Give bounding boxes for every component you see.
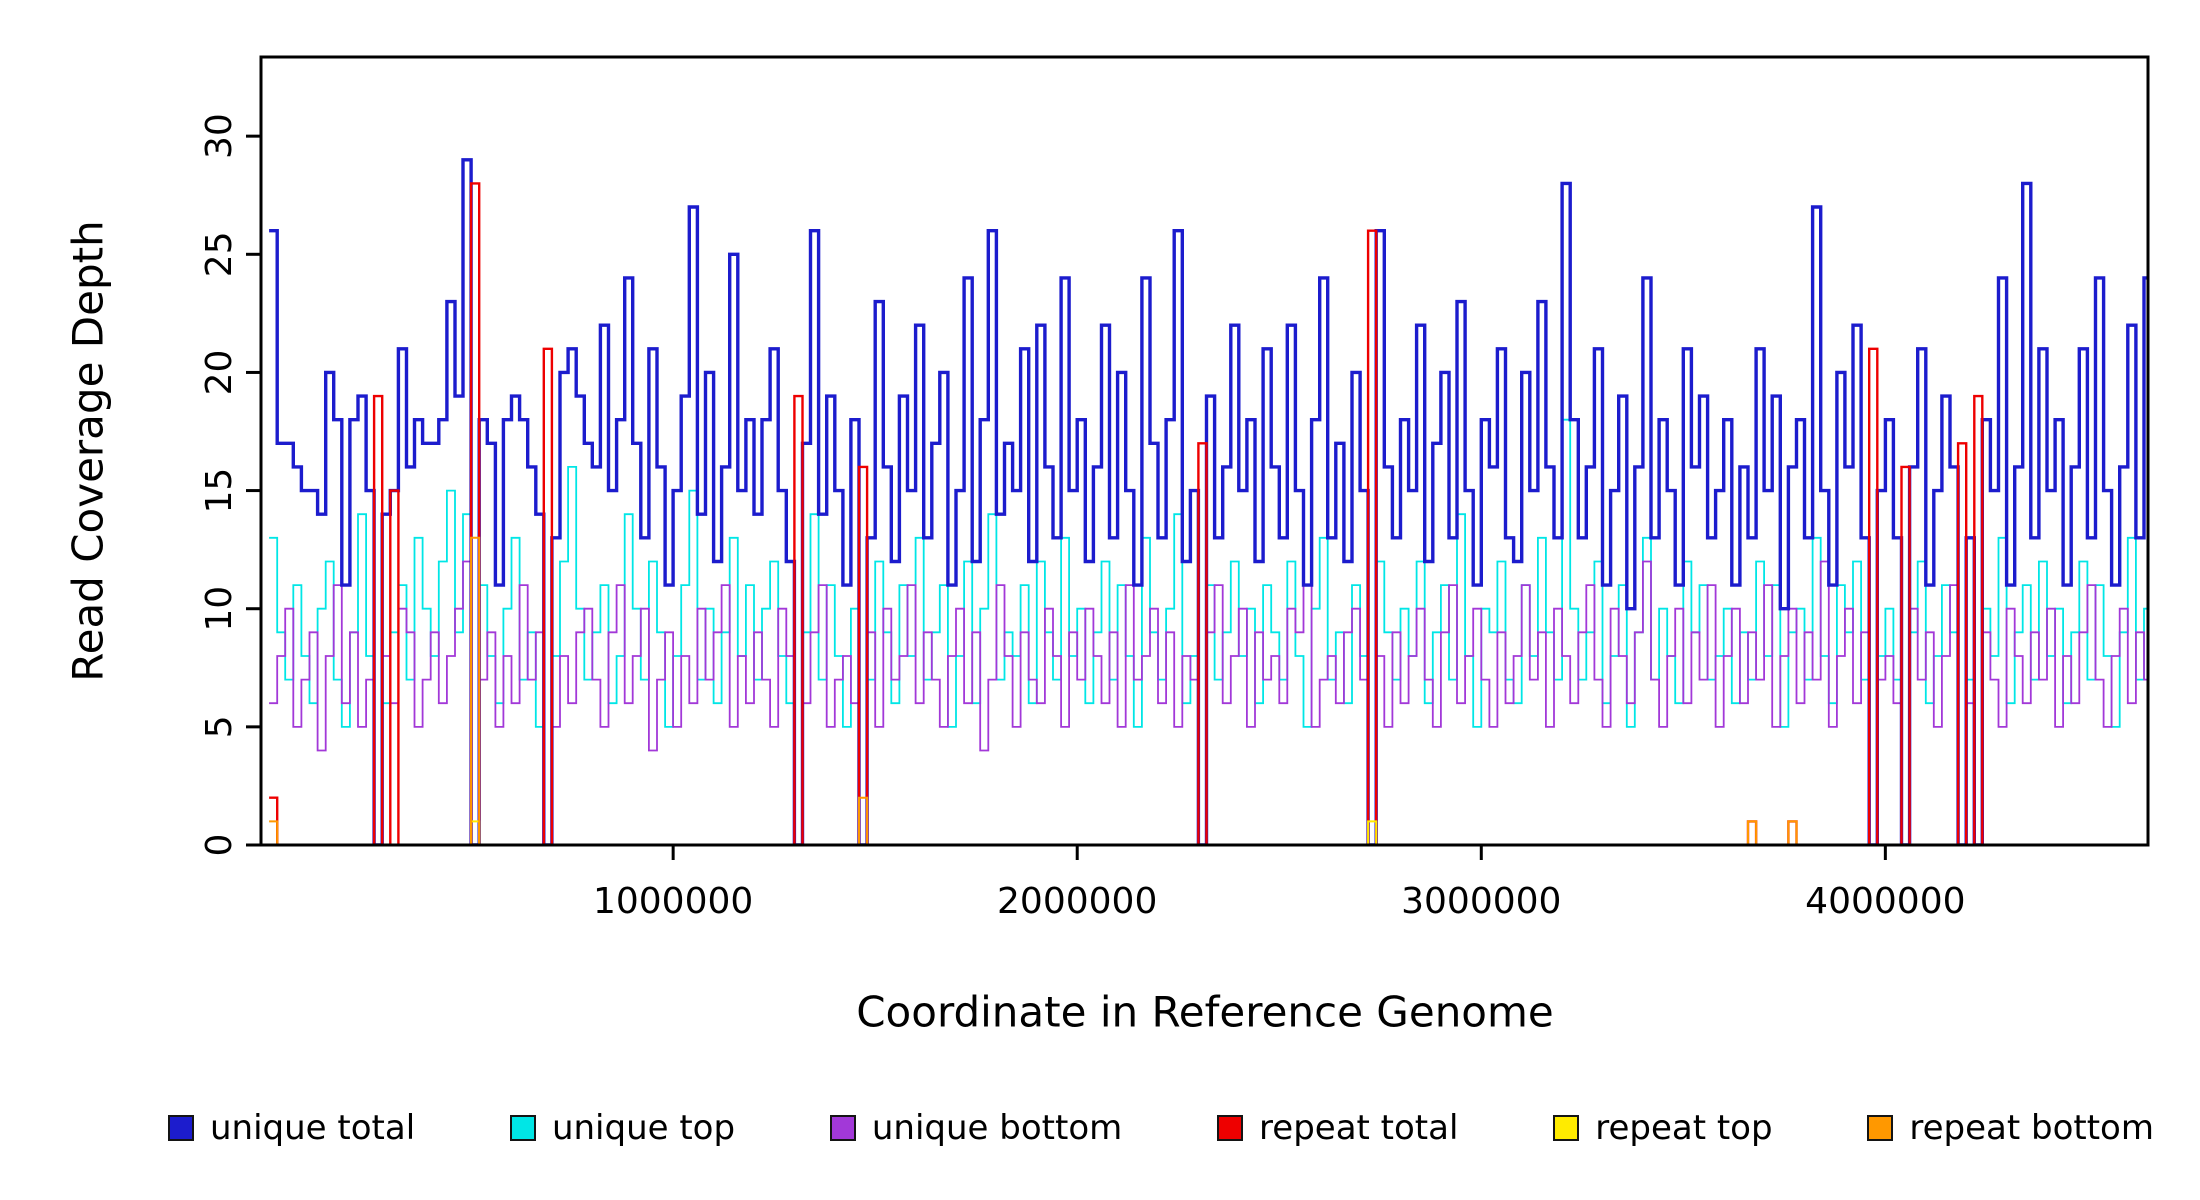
- legend-label: unique top: [551, 1108, 736, 1148]
- unique-bottom-swatch-icon: [829, 1115, 856, 1141]
- legend-item-repeat-bottom: repeat bottom: [1867, 1108, 2154, 1148]
- legend-label: repeat total: [1259, 1108, 1459, 1148]
- svg-text:3000000: 3000000: [1401, 881, 1561, 922]
- legend-label: repeat top: [1595, 1108, 1773, 1148]
- y-axis-label: Read Coverage Depth: [63, 220, 113, 682]
- svg-text:15: 15: [199, 468, 240, 514]
- unique-top-swatch-icon: [509, 1115, 536, 1141]
- svg-text:30: 30: [199, 113, 240, 159]
- svg-text:10: 10: [199, 586, 240, 632]
- svg-text:5: 5: [199, 715, 240, 738]
- legend: unique total unique top unique bottom re…: [168, 1108, 2154, 1148]
- legend-label: unique bottom: [871, 1108, 1123, 1148]
- legend-label: repeat bottom: [1909, 1108, 2154, 1148]
- legend-item-repeat-top: repeat top: [1553, 1108, 1773, 1148]
- legend-item-unique-total: unique total: [168, 1108, 415, 1148]
- svg-text:20: 20: [199, 350, 240, 396]
- repeat-top-swatch-icon: [1553, 1115, 1580, 1141]
- legend-label: unique total: [210, 1108, 416, 1148]
- unique-total-swatch-icon: [168, 1115, 194, 1141]
- svg-text:1000000: 1000000: [593, 881, 753, 922]
- legend-item-unique-top: unique top: [509, 1108, 736, 1148]
- x-axis-label: Coordinate in Reference Genome: [856, 987, 1554, 1037]
- legend-item-repeat-total: repeat total: [1217, 1108, 1458, 1148]
- repeat-total-swatch-icon: [1217, 1115, 1244, 1141]
- svg-text:4000000: 4000000: [1805, 881, 1965, 922]
- repeat-bottom-swatch-icon: [1867, 1115, 1894, 1141]
- legend-item-unique-bottom: unique bottom: [829, 1108, 1123, 1148]
- svg-text:0: 0: [199, 834, 240, 857]
- svg-text:25: 25: [199, 231, 240, 277]
- svg-text:2000000: 2000000: [997, 881, 1157, 922]
